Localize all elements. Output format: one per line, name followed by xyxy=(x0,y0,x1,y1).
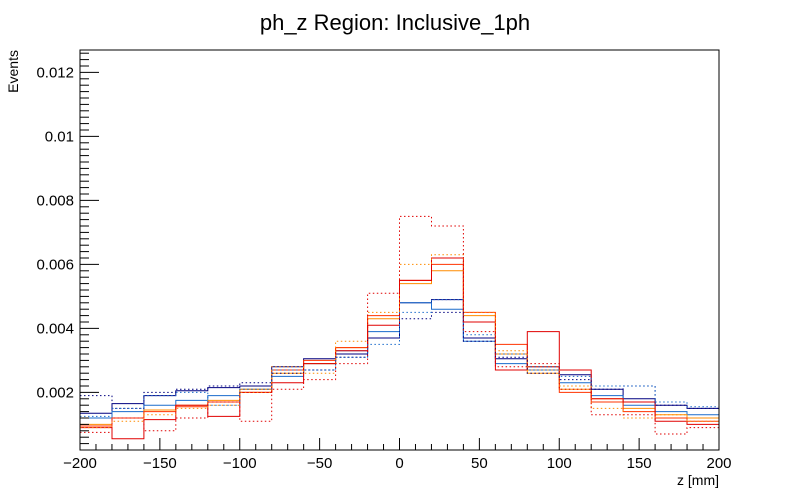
y-tick-label: 0.012 xyxy=(36,64,74,81)
y-tick-label: 0.002 xyxy=(36,384,74,401)
series-layer xyxy=(80,215,719,440)
y-tick-label: 0.006 xyxy=(36,256,74,273)
x-tick-label: −150 xyxy=(143,455,177,472)
x-tick-label: 50 xyxy=(471,455,488,472)
chart-title: ph_z Region: Inclusive_1ph xyxy=(260,10,530,35)
x-tick-label: 200 xyxy=(706,455,731,472)
x-tick-label: 100 xyxy=(547,455,572,472)
y-tick-label: 0.008 xyxy=(36,192,74,209)
x-tick-label: 0 xyxy=(395,455,403,472)
x-tick-label: 150 xyxy=(627,455,652,472)
x-tick-label: −100 xyxy=(223,455,257,472)
y-axis-title: Events xyxy=(5,50,21,93)
y-tick-label: 0.004 xyxy=(36,320,74,337)
x-tick-label: −200 xyxy=(63,455,97,472)
histogram-series-7 xyxy=(80,299,719,417)
y-tick-label: 0.01 xyxy=(45,128,74,145)
x-tick-label: −50 xyxy=(307,455,332,472)
x-axis-title: z [mm] xyxy=(677,472,719,488)
axes-layer: −200 −150 −100 −50 0 50 100 150 200 0.002 0.004 0.0… xyxy=(36,49,732,472)
